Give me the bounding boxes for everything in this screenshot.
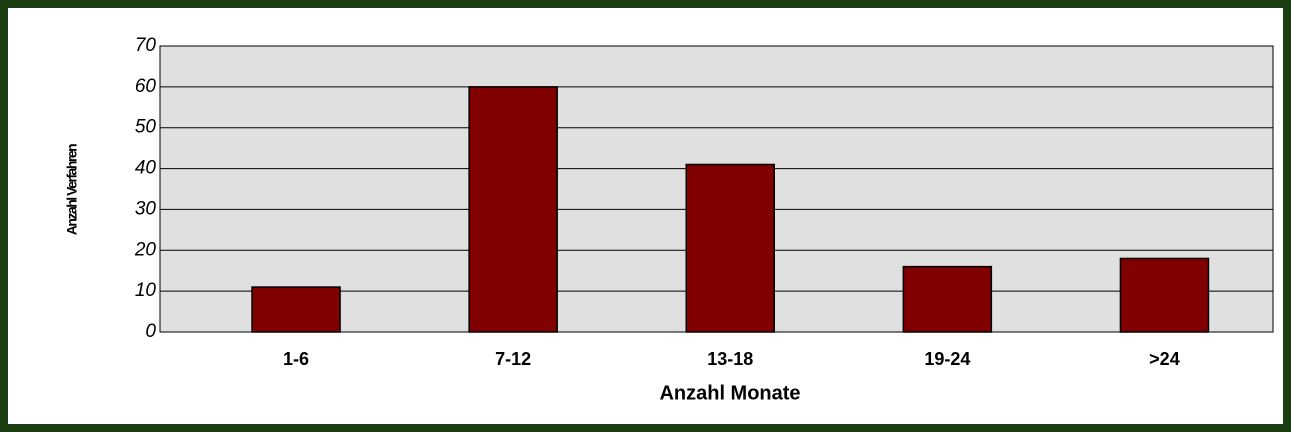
y-tick-label: 70: [135, 35, 157, 56]
bar: [468, 86, 558, 333]
x-tick-label: 7-12: [495, 349, 531, 369]
x-tick-label: 1-6: [283, 349, 309, 369]
bar: [685, 163, 775, 333]
bar: [251, 286, 341, 333]
x-tick-label: 19-24: [924, 349, 970, 369]
y-tick-label: 20: [134, 239, 157, 260]
bar: [1119, 257, 1210, 333]
x-tick-label: 13-18: [707, 349, 753, 369]
y-tick-label: 40: [135, 158, 157, 179]
y-tick-label: 10: [135, 280, 157, 301]
x-axis-title: Anzahl Monate: [659, 382, 800, 404]
y-tick-label: 50: [135, 117, 157, 138]
y-tick-label: 30: [135, 198, 157, 219]
bar: [902, 265, 993, 333]
x-tick-label: >24: [1149, 349, 1180, 369]
y-tick-label: 0: [145, 321, 156, 342]
y-tick-label: 60: [135, 76, 157, 97]
y-axis-title: Anzahl Verfahren: [64, 144, 80, 235]
